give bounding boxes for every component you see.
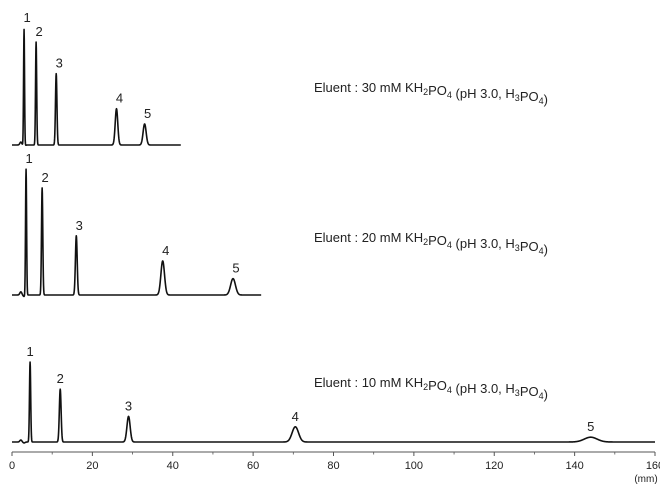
chromatogram-trace xyxy=(11,168,262,298)
peak-label: 2 xyxy=(57,371,64,386)
eluent-subscript: 4 xyxy=(539,391,544,401)
x-axis-tick-label: 140 xyxy=(565,460,583,472)
peak-label: 5 xyxy=(232,261,239,276)
peak-label: 5 xyxy=(144,106,151,121)
eluent-text: PO xyxy=(428,378,447,393)
x-axis-tick-label: 40 xyxy=(167,460,179,472)
x-axis-tick-label: 80 xyxy=(327,460,339,472)
chromatogram-trace xyxy=(11,28,182,146)
x-axis: 0 20 40 60 80 100 120 140 160 (mm) xyxy=(9,451,660,485)
eluent-text: PO xyxy=(520,239,539,254)
eluent-text: PO xyxy=(428,233,447,248)
peak-label: 2 xyxy=(35,24,42,39)
peak-label: 1 xyxy=(26,344,33,359)
eluent-subscript: 2 xyxy=(423,237,428,247)
peak-label: 4 xyxy=(116,91,123,106)
chromatogram-trace xyxy=(11,361,656,444)
x-axis-tick-label: 120 xyxy=(485,460,503,472)
eluent-subscript: 3 xyxy=(515,388,520,398)
eluent-text: ) xyxy=(544,242,548,257)
eluent-text: (pH 3.0, H xyxy=(452,86,515,101)
peak-label: 1 xyxy=(23,10,30,25)
x-axis-tick-label: 100 xyxy=(405,460,423,472)
eluent-text: (pH 3.0, H xyxy=(452,381,515,396)
eluent-text: ) xyxy=(544,92,548,107)
eluent-label: Eluent : 30 mM KH2PO4 (pH 3.0, H3PO4) xyxy=(314,80,548,107)
eluent-text: PO xyxy=(428,83,447,98)
eluent-subscript: 4 xyxy=(447,90,452,100)
peak-label: 2 xyxy=(41,170,48,185)
eluent-subscript: 2 xyxy=(423,382,428,392)
eluent-label: Eluent : 10 mM KH2PO4 (pH 3.0, H3PO4) xyxy=(314,375,548,402)
eluent-subscript: 2 xyxy=(423,87,428,97)
eluent-text: Eluent : 30 mM KH xyxy=(314,80,423,95)
peak-label: 5 xyxy=(587,419,594,434)
eluent-label: Eluent : 20 mM KH2PO4 (pH 3.0, H3PO4) xyxy=(314,230,548,257)
peak-label: 4 xyxy=(292,409,299,424)
eluent-text: ) xyxy=(544,387,548,402)
eluent-subscript: 4 xyxy=(539,246,544,256)
eluent-text: (pH 3.0, H xyxy=(452,236,515,251)
eluent-subscript: 3 xyxy=(515,243,520,253)
peak-label: 1 xyxy=(25,151,32,166)
eluent-text: PO xyxy=(520,89,539,104)
eluent-subscript: 4 xyxy=(447,240,452,250)
x-axis-tick-label: 0 xyxy=(9,460,15,472)
x-axis-tick-label: 160 xyxy=(646,460,660,472)
eluent-text: Eluent : 10 mM KH xyxy=(314,375,423,390)
peak-label: 4 xyxy=(162,243,169,258)
x-axis-unit: (mm) xyxy=(634,474,657,485)
peak-label: 3 xyxy=(125,398,132,413)
peak-label: 3 xyxy=(56,56,63,71)
eluent-text: PO xyxy=(520,384,539,399)
eluent-subscript: 3 xyxy=(515,93,520,103)
x-axis-tick-label: 60 xyxy=(247,460,259,472)
peak-label: 3 xyxy=(76,218,83,233)
eluent-subscript: 4 xyxy=(447,385,452,395)
x-axis-tick-label: 20 xyxy=(86,460,98,472)
eluent-subscript: 4 xyxy=(539,96,544,106)
eluent-text: Eluent : 20 mM KH xyxy=(314,230,423,245)
